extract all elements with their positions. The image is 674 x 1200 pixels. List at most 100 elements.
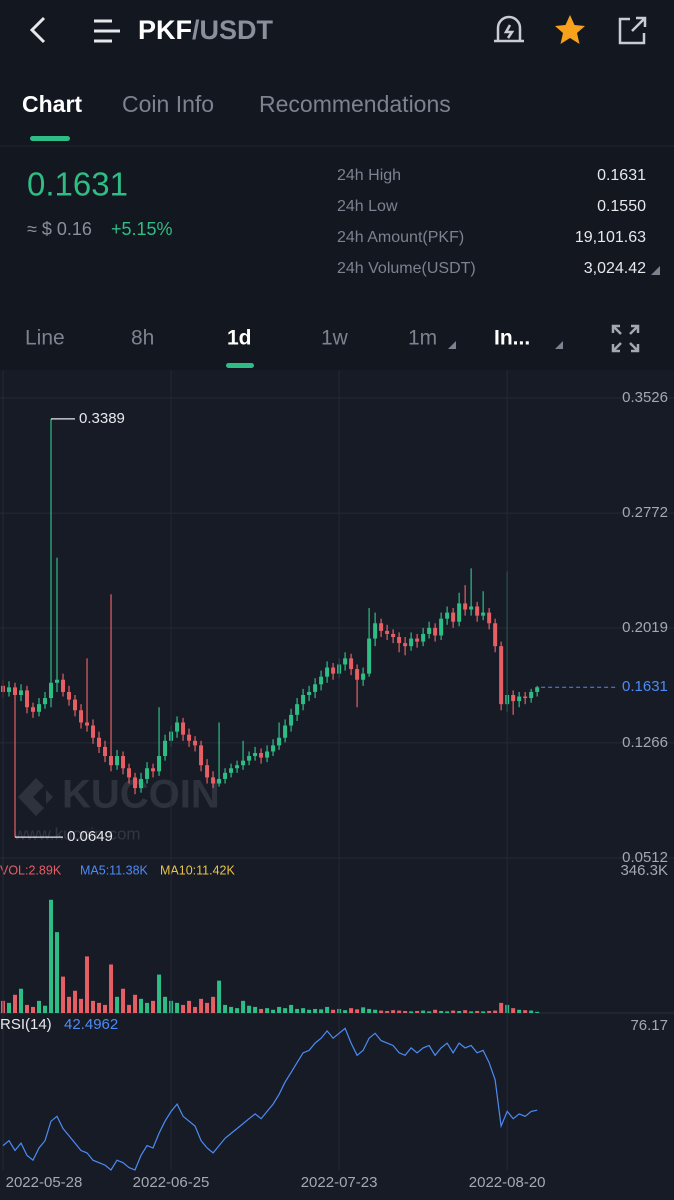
x-tick-label: 2022-08-20: [469, 1174, 546, 1191]
stat-value: 3,024.42: [584, 260, 646, 277]
volume-bar: [205, 1002, 210, 1013]
volume-bar: [319, 1009, 324, 1013]
volume-bar: [109, 964, 114, 1013]
volume-bar: [415, 1010, 420, 1013]
interval[interactable]: 1w: [321, 327, 349, 350]
candle-body: [451, 612, 456, 622]
x-tick-label: 2022-05-28: [6, 1174, 83, 1191]
volume-bar: [55, 932, 60, 1013]
candle-body: [67, 691, 72, 700]
candle-body: [73, 699, 78, 711]
favorite-button[interactable]: [555, 15, 585, 44]
alert-button[interactable]: [494, 15, 524, 43]
candle-body: [187, 734, 192, 741]
legend-entry: MA10:11.42K: [160, 863, 235, 877]
volume-bar: [193, 1006, 198, 1013]
candle-body: [37, 704, 42, 712]
candle-body: [61, 679, 66, 692]
candle-body: [115, 756, 120, 766]
candle-body: [25, 690, 30, 708]
volume-bar: [331, 1009, 336, 1013]
fullscreen-button[interactable]: [611, 324, 640, 353]
volume-bar: [403, 1010, 408, 1013]
interval[interactable]: 1d: [227, 327, 252, 350]
volume-bar: [229, 1006, 234, 1013]
candle-body: [349, 658, 354, 670]
candle-body: [265, 751, 270, 758]
candle-body: [145, 768, 150, 779]
y-tick-label: 76.17: [630, 1017, 668, 1034]
volume-bar: [517, 1009, 522, 1013]
candle-body: [391, 633, 396, 638]
volume-bar: [427, 1011, 432, 1013]
stat-label: 24h Volume(USDT): [337, 260, 476, 277]
candle-body: [289, 714, 294, 726]
candle-body: [499, 646, 504, 705]
candle-body: [271, 745, 276, 752]
candle-body: [79, 710, 84, 723]
tab[interactable]: Coin Info: [122, 91, 214, 117]
candle-body: [343, 658, 348, 665]
candle-body: [13, 687, 18, 696]
candle-body: [55, 679, 60, 683]
candle-body: [331, 667, 336, 674]
volume-bar: [49, 899, 54, 1013]
indicator-value: 42.4962: [64, 1016, 118, 1033]
legend-entry: VOL:2.89K: [0, 863, 62, 877]
interval[interactable]: 8h: [131, 327, 154, 350]
back-button[interactable]: [29, 16, 46, 44]
volume-bar: [211, 996, 216, 1013]
low-label: 0.0649: [67, 828, 113, 845]
volume-bar: [385, 1010, 390, 1013]
tab[interactable]: Chart: [22, 91, 82, 117]
watermark-logo: [18, 778, 53, 816]
candle-body: [181, 722, 186, 735]
indicator-label: RSI(14): [0, 1016, 52, 1033]
volume-bar: [79, 998, 84, 1013]
candle-body: [469, 606, 474, 610]
volume-bar: [145, 1002, 150, 1013]
y-tick-label: 0.2772: [622, 504, 668, 521]
stat-label: 24h Amount(PKF): [337, 229, 464, 246]
chart-background: [0, 370, 674, 1200]
candle-body: [367, 638, 372, 674]
volume-bar: [463, 1010, 468, 1013]
candle-body: [139, 778, 144, 789]
y-tick-label: 0.1266: [622, 734, 668, 751]
candle-body: [517, 696, 522, 702]
candle-body: [385, 630, 390, 634]
volume-bar: [439, 1010, 444, 1013]
volume-bar: [67, 996, 72, 1013]
watermark-url: www.kucoin.com: [13, 824, 141, 843]
volume-bar: [349, 1008, 354, 1013]
candle-body: [379, 623, 384, 631]
volume-bar: [409, 1011, 414, 1013]
share-button[interactable]: [618, 16, 647, 45]
volume-bar: [361, 1007, 366, 1013]
volume-bar: [133, 994, 138, 1013]
volume-bar: [511, 1008, 516, 1013]
volume-bar: [289, 1004, 294, 1013]
interval[interactable]: 1m: [408, 327, 437, 350]
dropdown-indicator: [448, 341, 456, 349]
candle-body: [475, 606, 480, 616]
menu-button[interactable]: [94, 19, 120, 43]
candle-body: [415, 638, 420, 642]
y-tick-label: 0.2019: [622, 619, 668, 636]
volume-bar: [325, 1006, 330, 1013]
stat-value: 19,101.63: [575, 229, 646, 246]
volume-bar: [97, 1002, 102, 1013]
tab[interactable]: Recommendations: [259, 91, 451, 117]
x-tick-label: 2022-07-23: [301, 1174, 378, 1191]
plot: 0.35260.27720.20190.12660.0512KUCOINwww.…: [0, 370, 674, 1191]
expand-indicator[interactable]: [651, 266, 660, 275]
stat-label: 24h High: [337, 167, 401, 184]
volume-bar: [43, 1005, 48, 1013]
candle-body: [397, 637, 402, 644]
y-tick-label: 346.3K: [620, 862, 668, 879]
volume-bar: [421, 1010, 426, 1013]
interval[interactable]: In...: [494, 327, 530, 350]
interval[interactable]: Line: [25, 327, 65, 350]
candle-body: [157, 756, 162, 772]
volume-bar: [475, 1010, 480, 1013]
